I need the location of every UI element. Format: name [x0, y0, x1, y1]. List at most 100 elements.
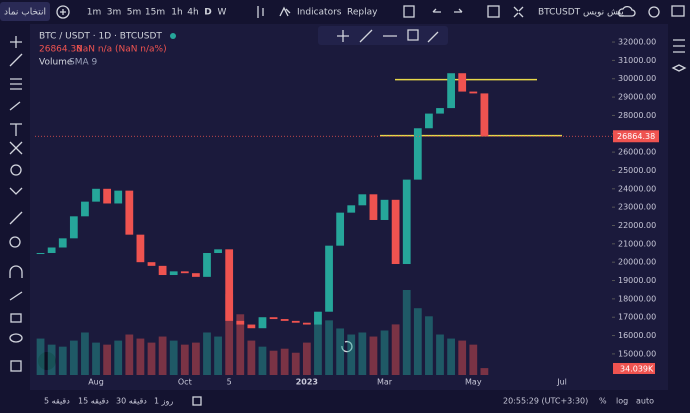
candle — [280, 319, 289, 321]
volume-bar — [425, 316, 433, 375]
x-tick-label: 5 — [227, 378, 232, 387]
right-toolbar — [668, 24, 690, 390]
chart-type[interactable] — [257, 6, 264, 18]
candle — [436, 108, 444, 114]
volume-bar — [413, 308, 422, 375]
volume-bar — [336, 328, 345, 375]
volume-bar — [447, 338, 455, 375]
volume-bar — [36, 338, 45, 375]
range-15[interactable]: 15 دقیقه — [78, 397, 109, 406]
y-tick-label: 22000.00 — [618, 221, 656, 230]
percent[interactable]: % — [599, 397, 607, 406]
symbol-button[interactable] — [0, 2, 50, 21]
candle — [302, 322, 311, 325]
clock: 20:55:29 (UTC+3:30) — [503, 397, 588, 406]
y-tick-label: 16000.00 — [618, 331, 656, 340]
volume-bar — [347, 334, 356, 375]
interval[interactable]: 5m — [127, 8, 142, 18]
interval[interactable]: 3m — [107, 8, 122, 18]
candle — [236, 320, 245, 325]
volume-bar — [158, 336, 167, 375]
interval[interactable]: 1h — [171, 8, 182, 18]
candle — [358, 194, 367, 206]
drawing-tools[interactable] — [9, 36, 687, 372]
interval[interactable]: 15m — [145, 8, 165, 18]
floating-tools[interactable] — [337, 29, 439, 43]
volume-bar — [69, 340, 78, 375]
volume-label: 34.039K — [620, 365, 654, 374]
replay[interactable]: Replay — [347, 8, 378, 18]
expand[interactable] — [513, 6, 524, 18]
candle — [114, 190, 123, 204]
volume-bar — [480, 368, 489, 375]
templates[interactable] — [403, 5, 415, 18]
candle — [402, 179, 411, 265]
settings[interactable] — [648, 6, 660, 18]
symbol-search[interactable]: انتخاب نماد — [4, 8, 46, 18]
candle — [203, 253, 211, 277]
indicators-icon[interactable] — [279, 6, 291, 17]
log[interactable]: log — [616, 397, 628, 406]
volume-bar — [258, 346, 267, 375]
candle — [458, 73, 467, 92]
volume-bar — [114, 340, 123, 375]
volume-bar — [58, 346, 67, 375]
reset-chart[interactable] — [341, 340, 353, 353]
y-tick-label: 17000.00 — [618, 313, 656, 322]
volume-bar — [302, 342, 311, 375]
symbol-title: BTC / USDT · 1D · BTCUSDT — [39, 32, 162, 42]
y-tick-label: 21000.00 — [618, 239, 656, 248]
candle — [36, 253, 45, 255]
candle — [258, 317, 267, 329]
interval[interactable]: D — [204, 8, 211, 18]
candle — [413, 128, 422, 180]
volume-bar — [402, 290, 411, 375]
range-30[interactable]: 30 دقیقه — [116, 397, 147, 406]
volume-title: Volume — [39, 58, 73, 68]
range-1d[interactable]: 1 روز — [154, 397, 173, 406]
candle — [47, 247, 56, 254]
indicators[interactable]: Indicators — [297, 8, 342, 18]
snapshot[interactable] — [671, 5, 685, 17]
volume-bar — [169, 340, 178, 375]
candle — [347, 205, 356, 213]
interval[interactable]: 4h — [187, 8, 198, 18]
volume-bar — [391, 324, 400, 375]
volume-bar — [125, 334, 134, 375]
left-toolbar — [0, 24, 30, 390]
candle — [391, 199, 400, 265]
volume-bar — [81, 332, 89, 375]
volume-bar — [291, 352, 300, 375]
y-tick-label: 20000.00 — [618, 258, 656, 267]
candle — [447, 73, 455, 109]
range-5[interactable]: 5 دقیقه — [44, 397, 70, 406]
auto[interactable]: auto — [636, 397, 654, 406]
volume-label-box — [613, 363, 655, 374]
layout-name[interactable]: BTCUSDT پیش نویس — [538, 8, 624, 18]
y-tick-label: 19000.00 — [618, 276, 656, 285]
candle — [147, 262, 156, 266]
candle — [469, 91, 478, 94]
undo-redo[interactable] — [432, 8, 463, 13]
interval[interactable]: 1m — [87, 8, 102, 18]
fullscreen[interactable] — [487, 5, 500, 18]
volume-bar — [180, 344, 189, 375]
last-price: 26864.38 — [39, 45, 82, 55]
add-symbol[interactable] — [56, 5, 70, 19]
bottom-toolbar — [0, 390, 690, 413]
interval[interactable]: W — [218, 8, 227, 18]
candle — [325, 245, 333, 312]
cloud[interactable] — [618, 5, 636, 17]
candle — [103, 188, 112, 204]
volume-bar — [214, 336, 222, 375]
volume-bar — [225, 294, 234, 375]
candle — [291, 320, 300, 323]
last-price-label: 26864.38 — [617, 132, 655, 141]
x-tick-label: 2023 — [296, 378, 318, 387]
volume-bar — [236, 314, 245, 375]
date-range[interactable] — [192, 396, 202, 406]
candle — [192, 273, 200, 277]
y-tick-label: 26000.00 — [618, 148, 656, 157]
